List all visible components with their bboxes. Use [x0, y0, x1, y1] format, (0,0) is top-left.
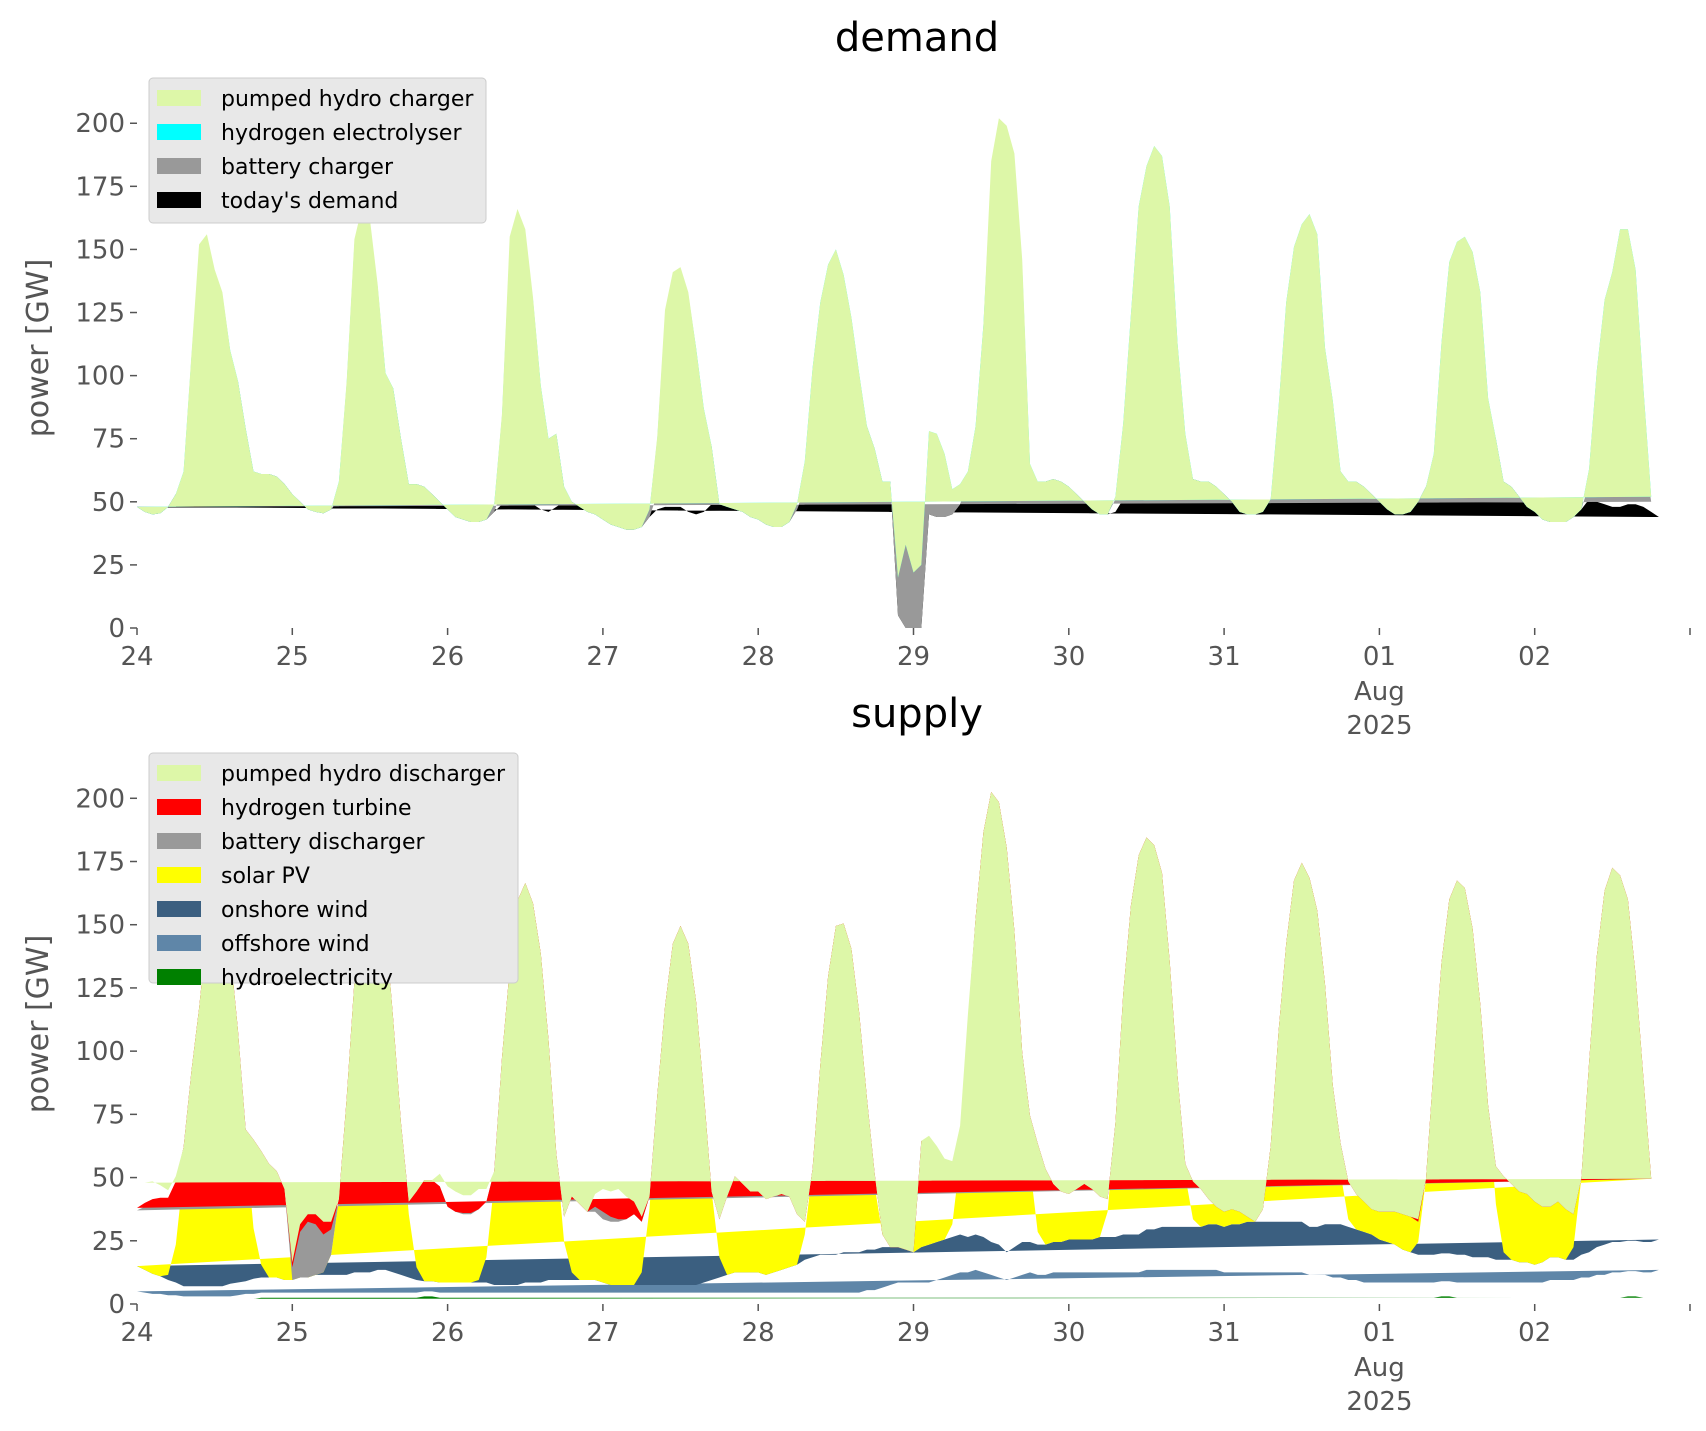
y-tick-label: 175 [75, 172, 125, 202]
x-tick-label: 25 [276, 642, 309, 672]
legend-label-battery-discharger: battery discharger [221, 830, 426, 855]
area-offshore-wind [137, 1269, 1659, 1297]
x-tick-label: 02 [1518, 1318, 1551, 1348]
y-tick-label: 25 [92, 551, 125, 581]
y-tick-label: 150 [75, 911, 125, 941]
x-tick-label: 24 [120, 642, 153, 672]
area-onshore-wind [137, 1221, 1659, 1287]
y-tick-label: 75 [92, 1100, 125, 1130]
legend-label-hydrogen-electrolyser: hydrogen electrolyser [221, 121, 462, 146]
legend-label-offshore-wind: offshore wind [221, 932, 370, 957]
x-tick-sublabel: Aug [1354, 1353, 1405, 1383]
y-tick-label: 100 [75, 362, 125, 392]
legend-swatch-today-s-demand [157, 192, 201, 208]
x-tick-label: 31 [1208, 642, 1241, 672]
area-pumped-hydro-charger [137, 118, 1652, 578]
legend-box [148, 77, 487, 224]
x-tick-label: 27 [586, 642, 619, 672]
legend-label-today-s-demand: today's demand [221, 189, 398, 214]
y-tick-label: 50 [92, 488, 125, 518]
legend-label-hydrogen-turbine: hydrogen turbine [221, 796, 412, 821]
x-tick-label: 24 [120, 1318, 153, 1348]
legend-label-onshore-wind: onshore wind [221, 898, 368, 923]
legend-swatch-onshore-wind [157, 901, 201, 917]
y-tick-label: 125 [75, 299, 125, 329]
legend-label-pumped-hydro-discharger: pumped hydro discharger [221, 762, 506, 787]
demand-y-axis-label: power [GW] [21, 259, 56, 438]
x-tick-label: 30 [1052, 1318, 1085, 1348]
x-tick-sublabel: Aug [1354, 677, 1405, 707]
x-tick-sublabel: 2025 [1346, 711, 1412, 741]
supply-series-layer [137, 792, 1659, 1299]
y-tick-label: 100 [75, 1037, 125, 1067]
legend-label-battery-charger: battery charger [221, 155, 394, 180]
demand-series-layer [137, 118, 1659, 628]
legend-swatch-battery-discharger [157, 833, 201, 849]
demand-title: demand [835, 15, 999, 61]
supply-title: supply [851, 691, 983, 737]
legend-label-solar-pv: solar PV [221, 864, 310, 889]
x-tick-label: 01 [1363, 642, 1396, 672]
area-pumped-hydro-discharger [137, 792, 1652, 1263]
x-tick-label: 30 [1052, 642, 1085, 672]
y-tick-label: 125 [75, 974, 125, 1004]
x-tick-label: 28 [742, 1318, 775, 1348]
x-tick-label: 27 [586, 1318, 619, 1348]
legend-swatch-hydrogen-electrolyser [157, 124, 201, 140]
x-tick-label: 02 [1518, 642, 1551, 672]
legend-swatch-pumped-hydro-discharger [157, 765, 201, 781]
legend-box [148, 752, 519, 984]
legend-swatch-offshore-wind [157, 935, 201, 951]
y-tick-label: 75 [92, 425, 125, 455]
supply-legend: pumped hydro discharger hydrogen turbine b… [148, 752, 519, 991]
demand-axes: 0 25 50 75 100 125 150 175 200 24 25 26 27 28 29 30 31 01… [75, 109, 1691, 741]
area-hydroelectricity [137, 1296, 1659, 1299]
legend-label-hydroelectricity: hydroelectricity [221, 966, 393, 991]
legend-swatch-pumped-hydro-charger [157, 90, 201, 106]
x-tick-label: 25 [276, 1318, 309, 1348]
legend-swatch-solar-pv [157, 867, 201, 883]
x-tick-label: 01 [1363, 1318, 1396, 1348]
y-tick-label: 50 [92, 1164, 125, 1194]
x-tick-label: 26 [431, 1318, 464, 1348]
legend-swatch-hydrogen-turbine [157, 799, 201, 815]
x-tick-label: 29 [897, 642, 930, 672]
supply-panel: supply power [GW] 0 25 50 75 100 125 150 175 200… [21, 691, 1691, 1417]
legend-swatch-battery-charger [157, 158, 201, 174]
y-tick-label: 175 [75, 848, 125, 878]
legend-label-pumped-hydro-charger: pumped hydro charger [221, 87, 474, 112]
y-tick-label: 25 [92, 1227, 125, 1257]
y-tick-label: 200 [75, 109, 125, 139]
x-tick-sublabel: 2025 [1346, 1387, 1412, 1417]
y-tick-label: 0 [108, 614, 125, 644]
y-tick-label: 0 [108, 1290, 125, 1320]
demand-legend: pumped hydro charger hydrogen electrolyse… [148, 77, 487, 224]
x-tick-label: 29 [897, 1318, 930, 1348]
x-tick-label: 26 [431, 642, 464, 672]
x-tick-label: 28 [742, 642, 775, 672]
legend-swatch-hydroelectricity [157, 969, 201, 985]
supply-axes: 0 25 50 75 100 125 150 175 200 24 25 26 27 28 29 30 31 01… [75, 784, 1691, 1417]
demand-panel: demand power [GW] 0 25 50 75 100 125 150 175 200… [21, 15, 1691, 741]
y-tick-label: 150 [75, 235, 125, 265]
x-tick-label: 31 [1208, 1318, 1241, 1348]
supply-y-axis-label: power [GW] [21, 935, 56, 1114]
y-tick-label: 200 [75, 784, 125, 814]
